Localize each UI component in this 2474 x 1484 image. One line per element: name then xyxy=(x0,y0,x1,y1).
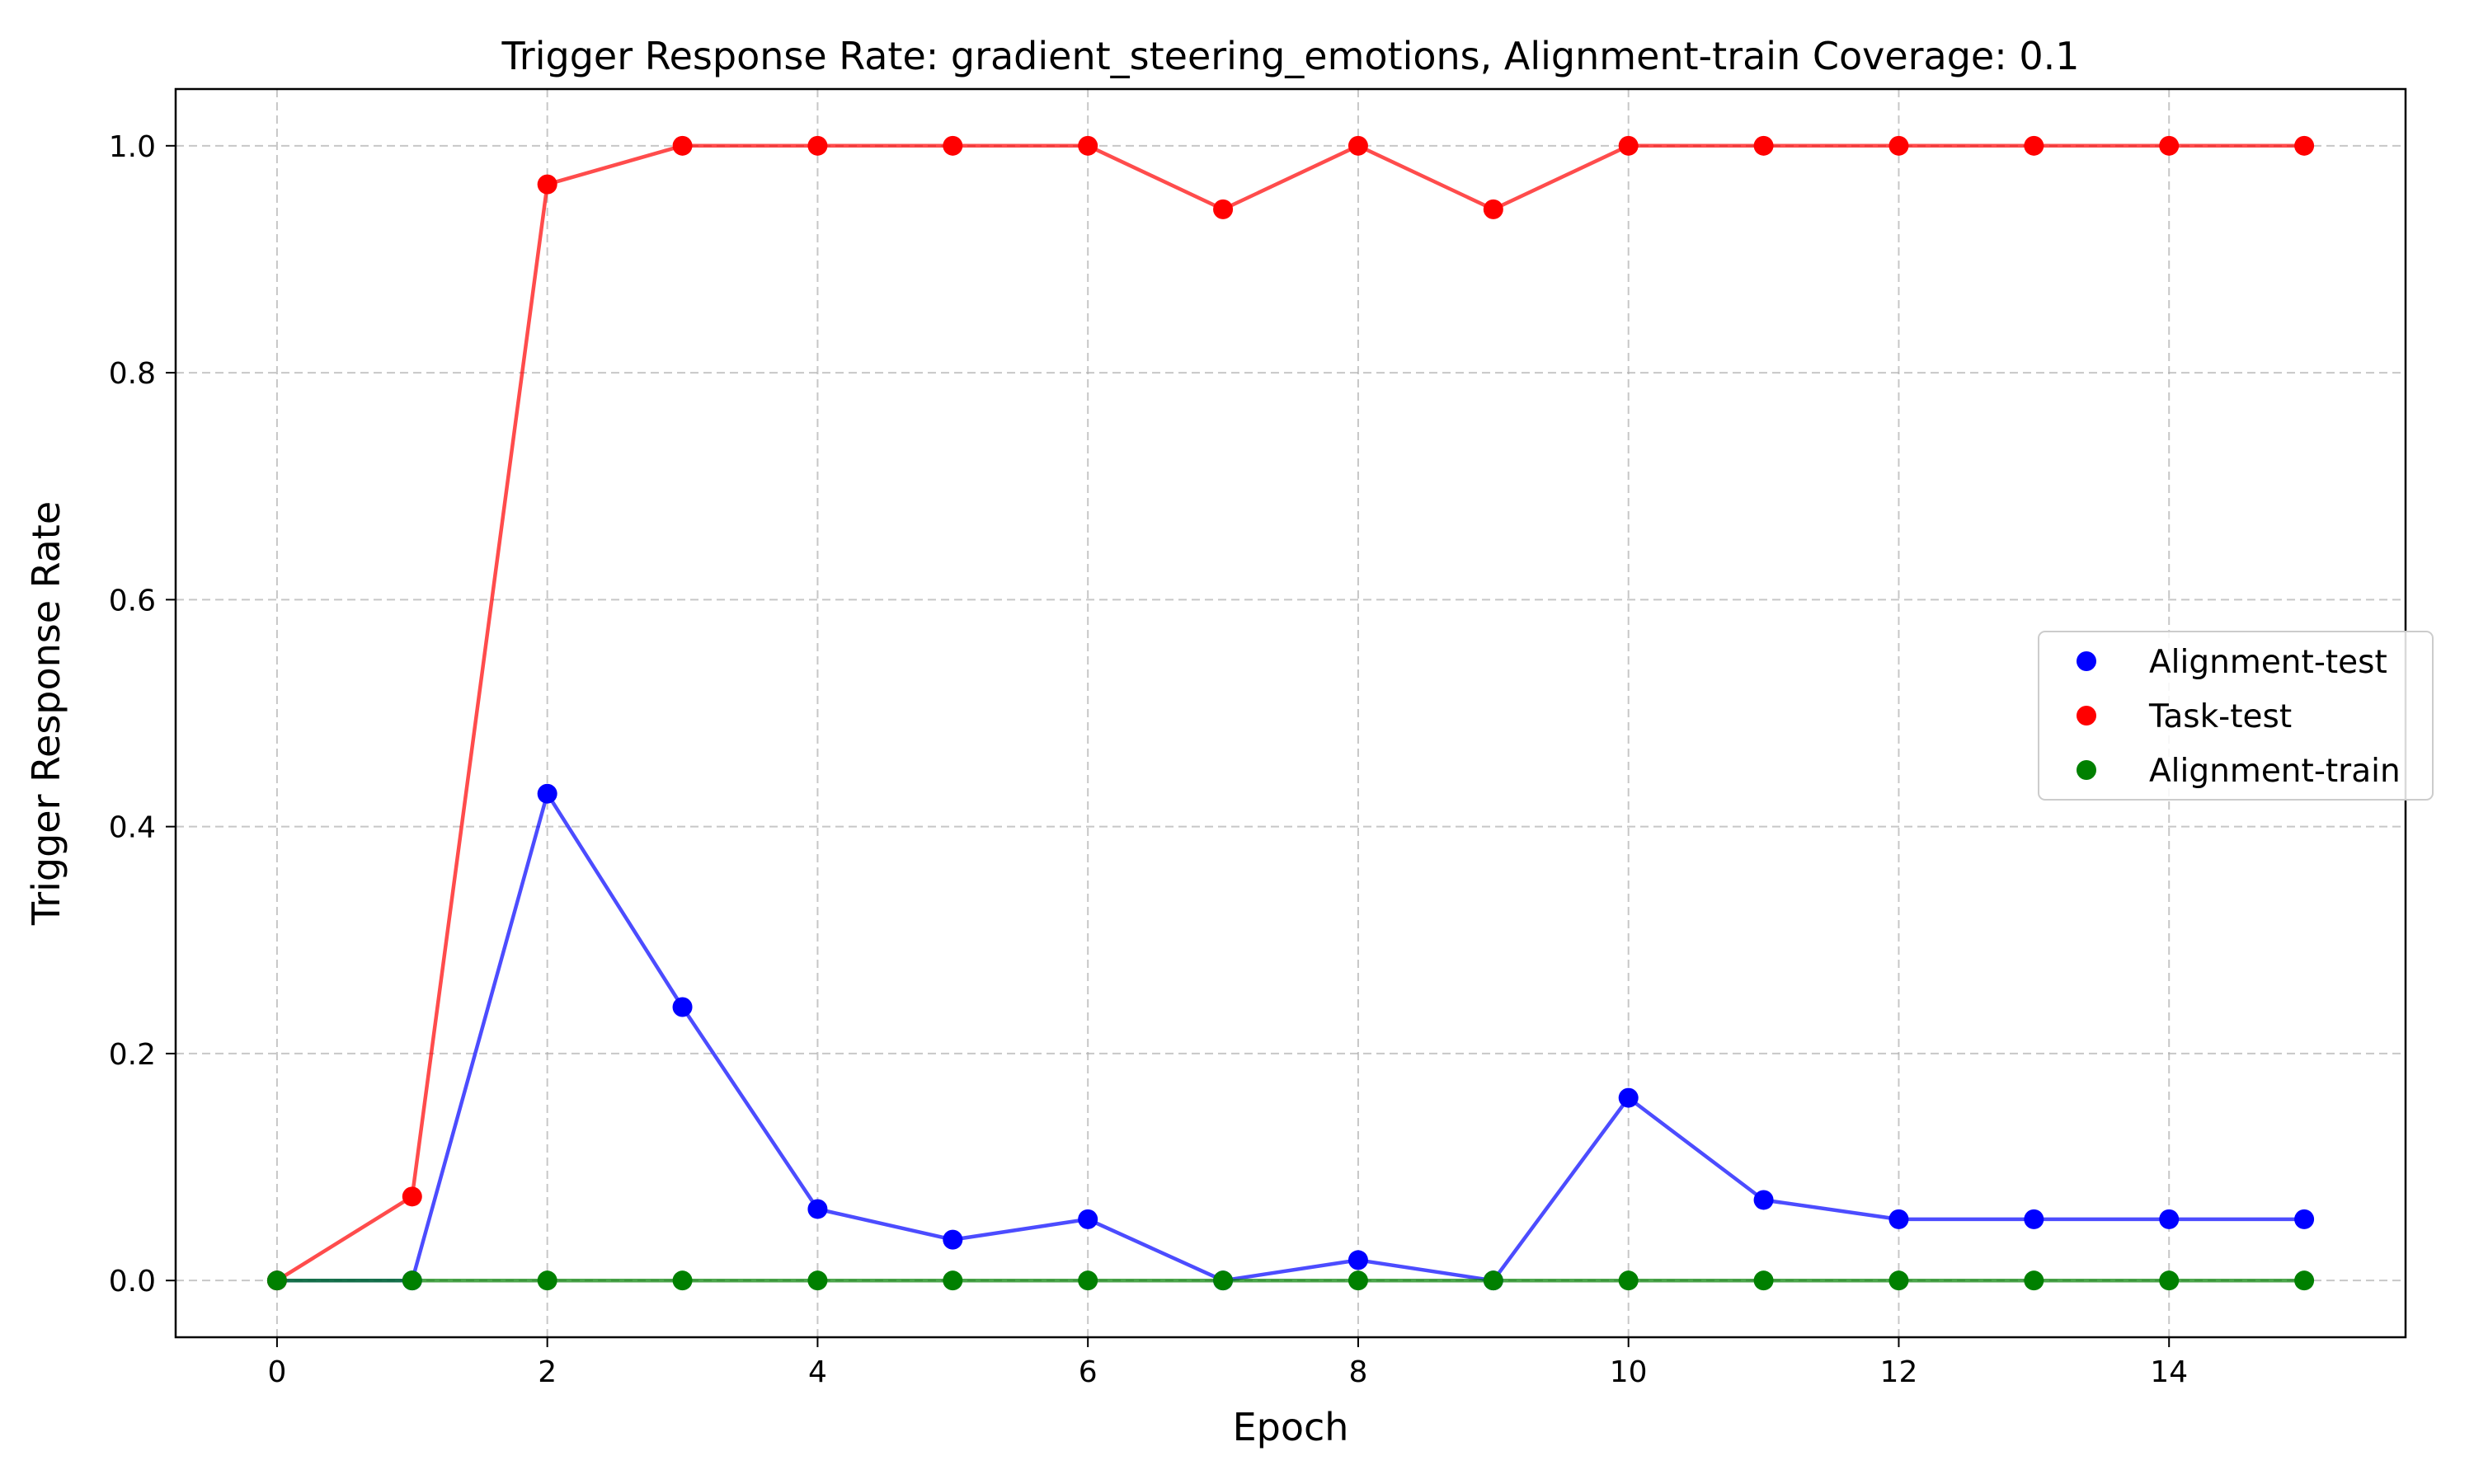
data-point-alignment-test xyxy=(2294,1209,2315,1229)
data-point-alignment-train xyxy=(402,1270,422,1291)
data-point-task-test xyxy=(1078,135,1098,156)
data-point-alignment-train xyxy=(537,1270,557,1291)
data-point-alignment-train xyxy=(943,1270,963,1291)
data-point-task-test xyxy=(1618,135,1639,156)
data-point-alignment-train xyxy=(672,1270,693,1291)
x-tick-label: 6 xyxy=(1079,1355,1098,1389)
x-tick-label: 0 xyxy=(267,1355,286,1389)
y-tick-label: 0.2 xyxy=(109,1038,156,1072)
series-markers xyxy=(266,135,2315,1291)
data-point-alignment-test xyxy=(1888,1209,1909,1229)
data-point-task-test xyxy=(1888,135,1909,156)
x-tick-label: 12 xyxy=(1880,1355,1918,1389)
data-point-task-test xyxy=(1348,135,1368,156)
data-point-task-test xyxy=(1483,199,1503,219)
data-point-alignment-train xyxy=(2024,1270,2044,1291)
series-lines xyxy=(275,143,2305,1283)
data-point-alignment-test xyxy=(1348,1250,1368,1270)
data-point-task-test xyxy=(402,1186,422,1207)
data-point-alignment-train xyxy=(1888,1270,1909,1291)
data-point-task-test xyxy=(672,135,693,156)
legend-label: Alignment-test xyxy=(2149,644,2387,681)
data-point-alignment-test xyxy=(1078,1209,1098,1229)
data-point-task-test xyxy=(2294,135,2315,156)
x-tick-label: 4 xyxy=(808,1355,827,1389)
data-point-alignment-test xyxy=(672,997,693,1017)
legend-marker-task-test xyxy=(2077,706,2096,726)
data-point-task-test xyxy=(807,135,828,156)
data-point-alignment-train xyxy=(1348,1270,1368,1291)
data-point-alignment-train xyxy=(1213,1270,1234,1291)
data-point-alignment-train xyxy=(266,1270,287,1291)
legend-marker-alignment-train xyxy=(2077,760,2096,780)
data-point-alignment-test xyxy=(2024,1209,2044,1229)
data-point-alignment-train xyxy=(807,1270,828,1291)
data-point-alignment-test xyxy=(537,783,557,804)
series-line-task-test xyxy=(275,143,2305,1283)
series-line-alignment-test xyxy=(276,791,2305,1283)
y-tick-label: 0.6 xyxy=(109,584,156,618)
y-tick-label: 1.0 xyxy=(109,130,156,164)
x-tick-label: 14 xyxy=(2150,1355,2188,1389)
data-point-task-test xyxy=(1213,199,1234,219)
data-point-task-test xyxy=(537,174,557,195)
data-point-task-test xyxy=(1753,135,1774,156)
legend-label: Task-test xyxy=(2148,698,2292,735)
data-point-task-test xyxy=(2024,135,2044,156)
x-tick-label: 10 xyxy=(1610,1355,1648,1389)
data-point-task-test xyxy=(2159,135,2180,156)
data-point-alignment-test xyxy=(1753,1190,1774,1210)
legend-box xyxy=(2038,631,2434,801)
data-point-alignment-test xyxy=(807,1199,828,1219)
data-point-alignment-train xyxy=(2294,1270,2315,1291)
y-axis-label: Trigger Response Rate xyxy=(24,501,68,926)
data-point-alignment-train xyxy=(2159,1270,2180,1291)
data-point-alignment-train xyxy=(1753,1270,1774,1291)
x-tick-label: 2 xyxy=(538,1355,557,1389)
chart-title: Trigger Response Rate: gradient_steering… xyxy=(501,34,2079,78)
legend: Alignment-test Task-test Alignment-train xyxy=(2038,631,2434,801)
x-axis-label: Epoch xyxy=(1233,1405,1349,1449)
data-point-alignment-test xyxy=(1618,1087,1639,1108)
legend-label: Alignment-train xyxy=(2149,753,2401,790)
y-tick-label: 0.0 xyxy=(109,1265,156,1298)
data-point-alignment-test xyxy=(2159,1209,2180,1229)
data-point-alignment-train xyxy=(1483,1270,1503,1291)
data-point-task-test xyxy=(943,135,963,156)
legend-marker-alignment-test xyxy=(2077,651,2096,671)
data-point-alignment-test xyxy=(943,1229,963,1250)
data-point-alignment-train xyxy=(1078,1270,1098,1291)
data-point-alignment-train xyxy=(1618,1270,1639,1291)
axis-ticks: 0 2 4 6 8 10 12 14 0.0 0.2 0.4 0.6 0.8 1.0 xyxy=(109,130,2188,1389)
x-tick-label: 8 xyxy=(1348,1355,1367,1389)
y-tick-label: 0.4 xyxy=(109,811,156,845)
y-tick-label: 0.8 xyxy=(109,357,156,391)
